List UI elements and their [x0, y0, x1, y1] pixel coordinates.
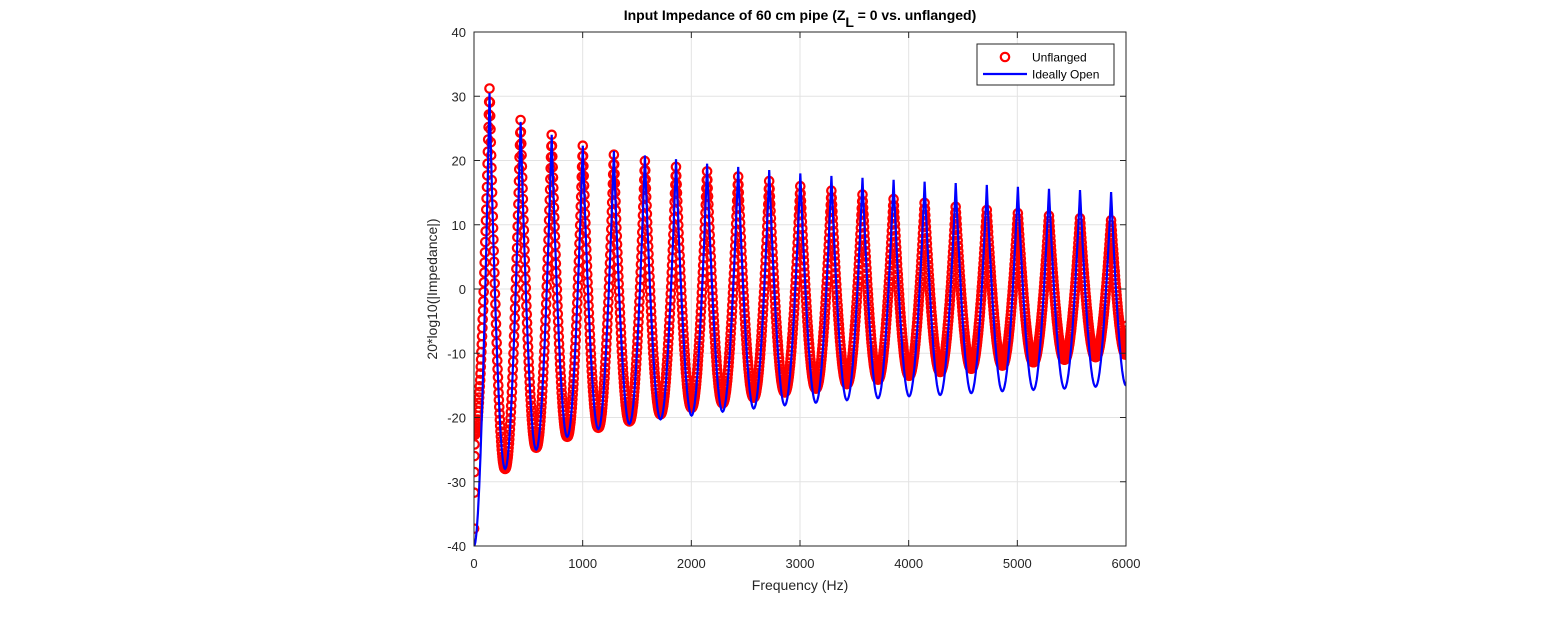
y-tick-label: -10 [447, 346, 466, 361]
legend: Unflanged Ideally Open [976, 43, 1115, 86]
chart-title: Input Impedance of 60 cm pipe (ZL = 0 vs… [624, 7, 977, 30]
unflanged-marker [474, 380, 486, 392]
unflanged-marker [474, 386, 485, 398]
y-tick-label: 0 [459, 282, 466, 297]
series-ideally-open [474, 92, 1126, 546]
unflanged-marker [1120, 330, 1126, 341]
x-tick-label: 6000 [1112, 556, 1141, 571]
unflanged-marker [475, 368, 486, 379]
y-tick-label: -40 [447, 539, 466, 554]
legend-marker-unflanged [999, 51, 1011, 63]
y-tick-label: -20 [447, 411, 466, 426]
y-tick-label: 30 [452, 89, 466, 104]
unflanged-marker [478, 286, 489, 298]
chart-title-prefix: Input Impedance of 60 cm pipe (Z [624, 7, 846, 23]
legend-label-unflanged: Unflanged [1032, 51, 1087, 65]
x-tick-label: 1000 [568, 556, 597, 571]
ideally-open-line [474, 92, 1126, 546]
x-tick-label: 0 [470, 556, 477, 571]
legend-label-ideally-open: Ideally Open [1032, 68, 1099, 82]
unflanged-marker [1120, 349, 1126, 360]
y-tick-label: 20 [452, 154, 466, 169]
unflanged-marker [475, 361, 487, 372]
unflanged-marker [1121, 320, 1126, 331]
y-axis-label: 20*log10(|Impedance|) [424, 218, 440, 359]
x-tick-label: 4000 [894, 556, 923, 571]
unflanged-marker [478, 277, 490, 288]
x-tick-label: 5000 [1003, 556, 1032, 571]
y-tick-label: -30 [447, 475, 466, 490]
chart-title-subscript: L [845, 14, 854, 30]
y-tick-label: 40 [452, 25, 466, 40]
unflanged-marker [1105, 215, 1117, 226]
x-axis-label: Frequency (Hz) [752, 577, 848, 593]
x-tick-label: 3000 [786, 556, 815, 571]
unflanged-marker [474, 439, 480, 450]
x-tick-label: 2000 [677, 556, 706, 571]
y-tick-label: 10 [452, 218, 466, 233]
chart-title-suffix: = 0 vs. unflanged) [854, 7, 977, 23]
unflanged-marker [474, 374, 486, 386]
axis-ticks: 0 1000 2000 3000 4000 5000 6000 -40 -30 -20 -10 0 10… [447, 25, 1140, 571]
unflanged-marker [1121, 325, 1126, 336]
unflanged-marker [479, 267, 490, 278]
unflanged-marker [484, 83, 495, 94]
legend-box [976, 43, 1115, 86]
